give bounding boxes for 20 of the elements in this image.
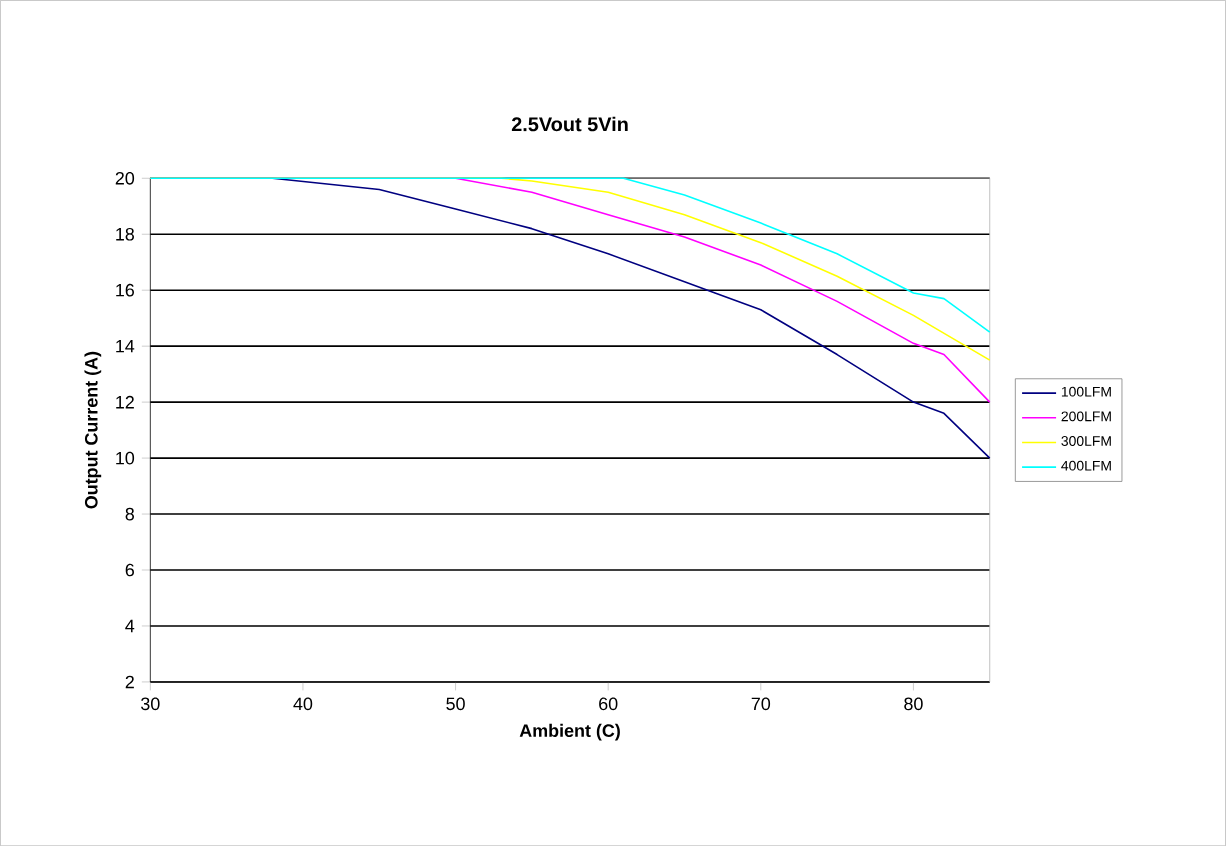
x-tick-label: 60 — [599, 697, 618, 711]
x-tick-label: 30 — [141, 697, 160, 711]
x-tick-label: 50 — [446, 697, 465, 711]
y-tick-label: 8 — [125, 507, 134, 521]
chart-title: 2.5Vout 5Vin — [511, 116, 628, 132]
y-tick-label: 12 — [116, 395, 134, 409]
y-tick-label: 6 — [125, 563, 134, 577]
y-tick-label: 2 — [125, 675, 134, 689]
x-tick-label: 70 — [751, 697, 771, 711]
y-tick-label: 20 — [115, 171, 135, 185]
x-tick-label: 80 — [904, 697, 923, 711]
y-tick-label: 4 — [125, 619, 135, 633]
y-tick-label: 14 — [116, 339, 135, 353]
y-axis-title: Output Current (A) — [84, 351, 102, 509]
x-tick-label: 40 — [293, 697, 313, 711]
line-series — [149, 177, 991, 333]
y-tick-label: 18 — [116, 227, 134, 241]
y-tick-label: 16 — [116, 283, 134, 297]
y-tick-label: 10 — [116, 451, 135, 465]
x-axis-title: Ambient (C) — [519, 723, 620, 741]
